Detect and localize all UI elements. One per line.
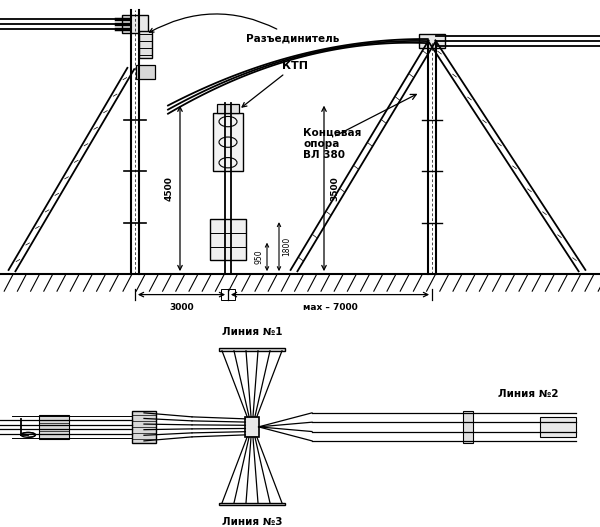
Bar [39, 415, 69, 439]
Bar [139, 31, 152, 58]
Text: 3000: 3000 [169, 303, 194, 312]
Bar [540, 417, 576, 437]
Bar [245, 417, 259, 437]
Bar [213, 113, 243, 171]
Bar [217, 104, 239, 113]
Bar [132, 411, 156, 443]
Bar [221, 289, 235, 300]
Text: Линия №2: Линия №2 [498, 389, 558, 399]
Bar [122, 15, 148, 33]
Text: 950: 950 [255, 250, 264, 264]
Bar [419, 34, 445, 48]
Bar [219, 503, 285, 505]
Text: 1800: 1800 [282, 237, 291, 256]
Bar [219, 348, 285, 351]
Bar [136, 65, 155, 79]
Text: Линия №3: Линия №3 [222, 517, 282, 527]
Text: 3500: 3500 [330, 176, 339, 201]
Bar [463, 411, 473, 443]
Bar [210, 219, 246, 260]
Text: 4500: 4500 [165, 176, 174, 201]
Text: Концевая
опора
ВЛ 380: Концевая опора ВЛ 380 [303, 128, 361, 160]
Text: мах – 7000: мах – 7000 [302, 303, 358, 312]
Text: Разъединитель: Разъединитель [149, 14, 340, 43]
Text: Линия №1: Линия №1 [222, 327, 282, 337]
Text: КТП: КТП [242, 61, 308, 107]
